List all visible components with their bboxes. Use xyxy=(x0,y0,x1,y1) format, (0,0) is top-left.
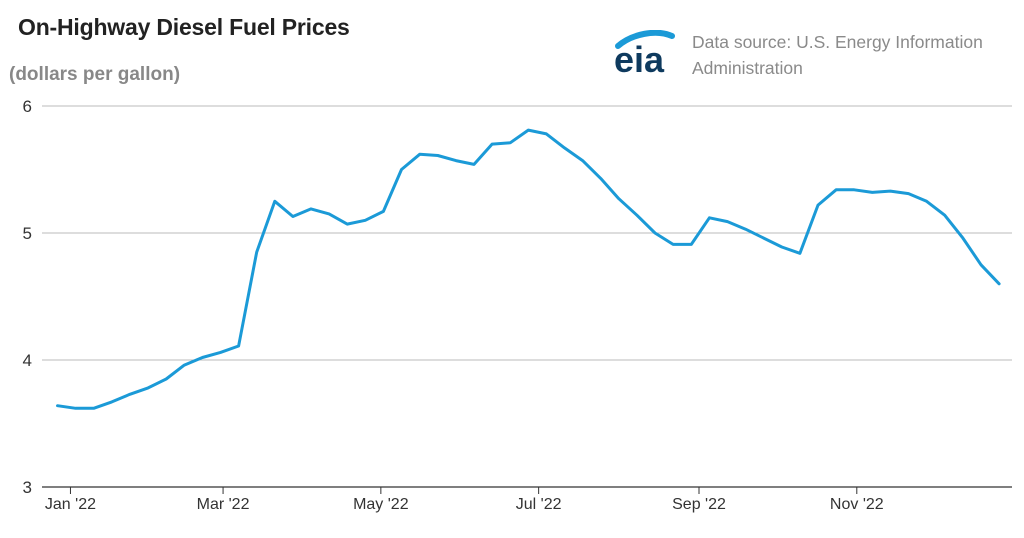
source-line-1: Data source: U.S. Energy Information xyxy=(692,32,983,52)
x-tick-label: May '22 xyxy=(353,496,409,513)
unit-label: (dollars per gallon) xyxy=(9,64,181,85)
y-tick-label: 6 xyxy=(23,97,32,116)
x-tick-label: Sep '22 xyxy=(672,496,726,513)
logo-arc xyxy=(615,29,675,49)
chart-title: On-Highway Diesel Fuel Prices xyxy=(18,14,350,40)
x-tick-label: Mar '22 xyxy=(197,496,250,513)
eia-logo: eia xyxy=(610,29,688,80)
y-tick-label: 4 xyxy=(23,351,32,370)
source-line-2: Administration xyxy=(692,58,803,78)
y-axis-ticks: 3 4 5 6 xyxy=(23,97,32,497)
data-source: Data source: U.S. Energy Information Adm… xyxy=(692,29,1022,81)
series-group xyxy=(56,128,1001,410)
y-tick-label: 3 xyxy=(23,478,32,497)
x-axis: Jan '22 Mar '22 May '22 Jul '22 Sep '22 Nov '… xyxy=(42,486,1012,513)
x-tick-label: Jan '22 xyxy=(45,496,96,513)
eia-logo-mark: eia xyxy=(614,29,675,80)
x-tick-label: Jul '22 xyxy=(516,496,562,513)
logo-text: eia xyxy=(614,39,665,76)
gridlines xyxy=(42,105,1012,361)
y-tick-label: 5 xyxy=(23,224,32,243)
x-tick-label: Nov '22 xyxy=(830,496,884,513)
series-line xyxy=(56,128,1001,410)
